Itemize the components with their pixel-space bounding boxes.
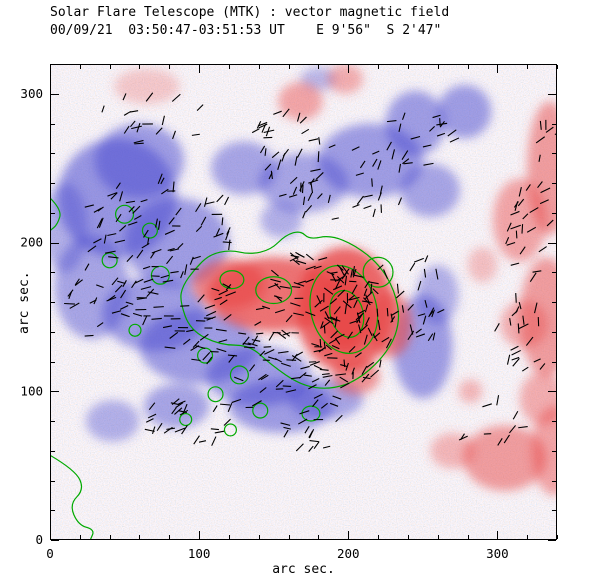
contour-layer [50,197,400,540]
y-axis-label: arc sec. [17,271,32,334]
y-tick-label: 200 [20,235,43,250]
y-tick-label: 100 [20,383,43,398]
axis-frame [50,64,558,541]
y-tick-label: 300 [20,86,43,101]
figure-subtitle: 00/09/21 03:50:47-03:51:53 UT E 9'56" S … [50,23,442,38]
figure-title: Solar Flare Telescope (MTK) : vector mag… [50,5,450,20]
tick-labels: 0 100 200 300 0 100 200 300 [20,86,508,561]
x-axis-label: arc sec. [272,562,335,577]
x-tick-label: 300 [486,546,509,561]
vector-field-layer [64,92,557,453]
x-tick-label: 100 [188,546,211,561]
x-tick-label: 0 [46,546,54,561]
x-tick-label: 200 [337,546,360,561]
y-tick-label: 0 [35,532,43,547]
negative-polarity-layer [50,66,492,442]
